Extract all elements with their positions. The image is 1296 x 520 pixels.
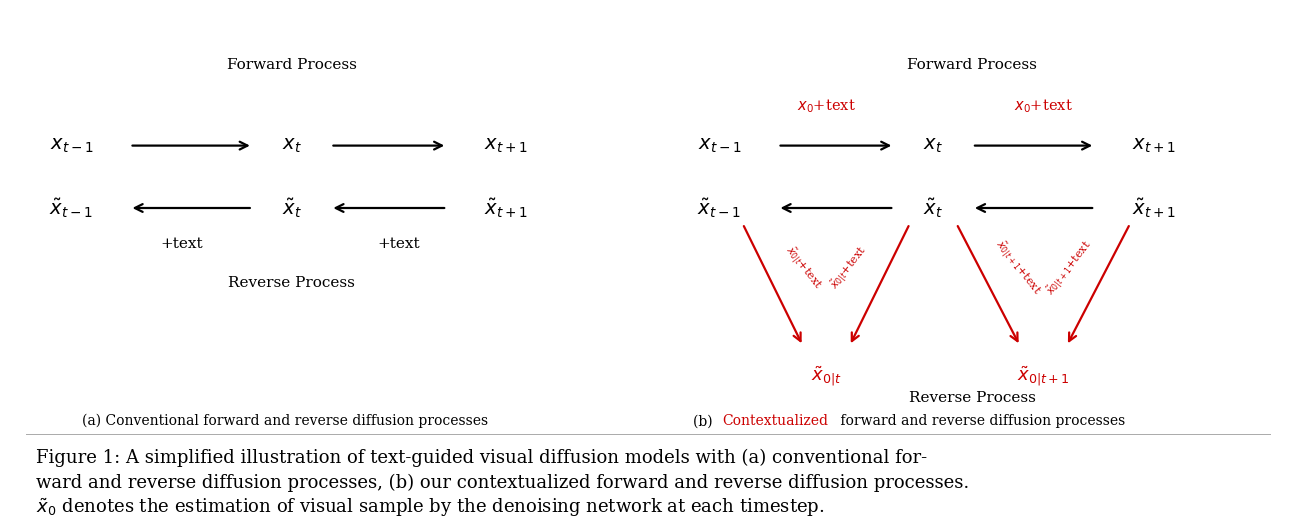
Text: $\tilde{x}_{0|t}$: $\tilde{x}_{0|t}$	[811, 364, 841, 388]
Text: $\tilde{x}_t$: $\tilde{x}_t$	[281, 196, 302, 220]
Text: $\tilde{x}_{t-1}$: $\tilde{x}_{t-1}$	[697, 196, 741, 220]
Text: +text: +text	[377, 238, 420, 251]
Text: ward and reverse diffusion processes, (b) our contextualized forward and reverse: ward and reverse diffusion processes, (b…	[36, 473, 969, 492]
Text: $x_{t+1}$: $x_{t+1}$	[483, 136, 527, 155]
Text: (a) Conventional forward and reverse diffusion processes: (a) Conventional forward and reverse dif…	[82, 414, 489, 428]
Text: $x_{t-1}$: $x_{t-1}$	[49, 136, 93, 155]
Text: Forward Process: Forward Process	[907, 58, 1037, 72]
Text: $\tilde{x}_{0|t}$+text: $\tilde{x}_{0|t}$+text	[781, 242, 826, 293]
Text: $\tilde{x}_{0|t+1}$+text: $\tilde{x}_{0|t+1}$+text	[1042, 237, 1096, 299]
Text: $\tilde{x}_0$ denotes the estimation of visual sample by the denoising network a: $\tilde{x}_0$ denotes the estimation of …	[36, 496, 824, 519]
Text: $x_0$+text: $x_0$+text	[797, 98, 855, 115]
Text: $\tilde{x}_{t+1}$: $\tilde{x}_{t+1}$	[483, 196, 527, 220]
Text: forward and reverse diffusion processes: forward and reverse diffusion processes	[836, 414, 1125, 428]
Text: Contextualized: Contextualized	[722, 414, 828, 428]
Text: Reverse Process: Reverse Process	[908, 391, 1036, 405]
Text: $\tilde{x}_t$: $\tilde{x}_t$	[923, 196, 943, 220]
Text: $x_t$: $x_t$	[923, 136, 943, 155]
Text: $\tilde{x}_{0|t+1}$+text: $\tilde{x}_{0|t+1}$+text	[990, 237, 1045, 299]
Text: Figure 1: A simplified illustration of text-guided visual diffusion models with : Figure 1: A simplified illustration of t…	[36, 448, 928, 467]
Text: $x_{t-1}$: $x_{t-1}$	[697, 136, 741, 155]
Text: $x_{t+1}$: $x_{t+1}$	[1131, 136, 1175, 155]
Text: $x_t$: $x_t$	[281, 136, 302, 155]
Text: $\tilde{x}_{0|t}$+text: $\tilde{x}_{0|t}$+text	[827, 242, 871, 293]
Text: +text: +text	[161, 238, 202, 251]
Text: $\tilde{x}_{t-1}$: $\tilde{x}_{t-1}$	[49, 196, 93, 220]
Text: Reverse Process: Reverse Process	[228, 277, 355, 290]
Text: $\tilde{x}_{t+1}$: $\tilde{x}_{t+1}$	[1131, 196, 1175, 220]
Text: $x_0$+text: $x_0$+text	[1013, 98, 1073, 115]
Text: $\tilde{x}_{0|t+1}$: $\tilde{x}_{0|t+1}$	[1017, 364, 1069, 388]
Text: Forward Process: Forward Process	[227, 58, 356, 72]
Text: (b): (b)	[693, 414, 718, 428]
